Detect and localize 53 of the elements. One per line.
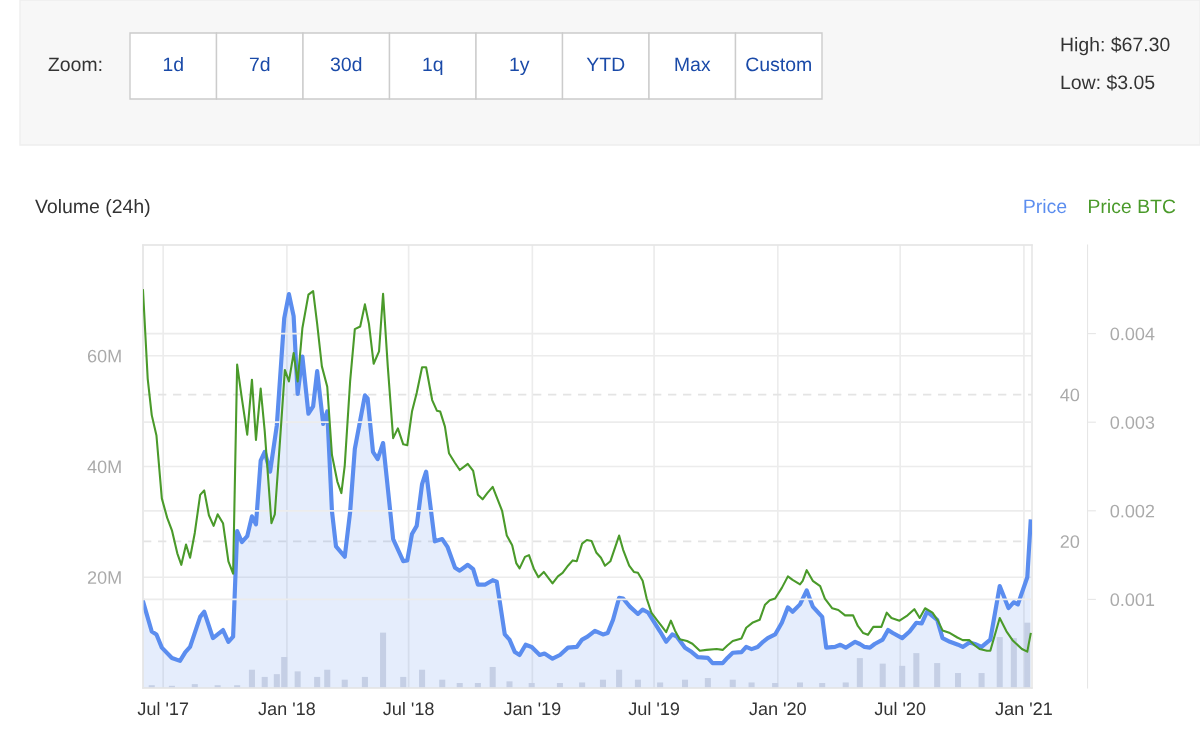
text: Low: $3.05 xyxy=(1061,74,1155,91)
text: 1y xyxy=(510,57,530,76)
bar xyxy=(1010,638,1017,688)
bar xyxy=(856,658,863,688)
bar xyxy=(934,663,941,688)
bar xyxy=(261,676,268,688)
bar xyxy=(361,676,368,688)
y3-tick-label: 0.004 xyxy=(1110,327,1155,341)
y-tick-label: 60M xyxy=(87,349,121,363)
text: Price BTC xyxy=(1089,198,1176,214)
y3-tick-label: 0.001 xyxy=(1110,593,1155,607)
bar xyxy=(294,671,301,688)
x-tick-label: Jan '21 xyxy=(995,702,1052,716)
text: 30d xyxy=(330,56,362,72)
x-tick-label: Jan '19 xyxy=(503,702,561,716)
bar xyxy=(913,653,920,688)
x-tick-label: Jan '20 xyxy=(749,702,806,716)
x-tick-label: Jul '17 xyxy=(137,701,189,716)
bar xyxy=(489,666,496,688)
bar xyxy=(616,669,623,688)
y3-tick-label: 0.002 xyxy=(1110,504,1155,518)
bar xyxy=(978,673,985,688)
bar xyxy=(314,676,321,688)
bar xyxy=(400,676,407,688)
x-tick-label: Jul '19 xyxy=(628,701,680,716)
bar xyxy=(996,637,1003,688)
bar xyxy=(248,669,255,688)
text: Custom xyxy=(746,57,811,72)
text: 1q xyxy=(423,57,443,76)
y3-tick-label: 0.003 xyxy=(1110,416,1155,429)
x-tick-label: Jul '20 xyxy=(874,701,926,716)
y2-tick-label: 40 xyxy=(1060,388,1080,402)
text: 1d xyxy=(163,56,183,72)
bar xyxy=(955,673,962,688)
y2-tick-label: 20 xyxy=(1060,535,1080,549)
y-axis-title: Volume (24h) xyxy=(35,198,150,218)
text: 7d xyxy=(249,56,270,72)
text: Max xyxy=(675,57,711,72)
bar xyxy=(879,663,886,688)
bar xyxy=(419,669,426,688)
y-tick-label: 20M xyxy=(87,571,121,584)
text: Price xyxy=(1024,198,1067,214)
y-tick-label: 40M xyxy=(87,460,121,474)
text: High: $67.30 xyxy=(1061,36,1170,56)
bar xyxy=(704,678,711,688)
bar xyxy=(899,665,906,688)
bar xyxy=(506,681,513,688)
x-tick-label: Jan '18 xyxy=(258,702,315,716)
x-tick-label: Jul '18 xyxy=(383,701,434,716)
bar xyxy=(324,669,331,688)
bar xyxy=(380,632,387,688)
text: Zoom: xyxy=(48,57,102,72)
text: YTD xyxy=(586,57,625,72)
